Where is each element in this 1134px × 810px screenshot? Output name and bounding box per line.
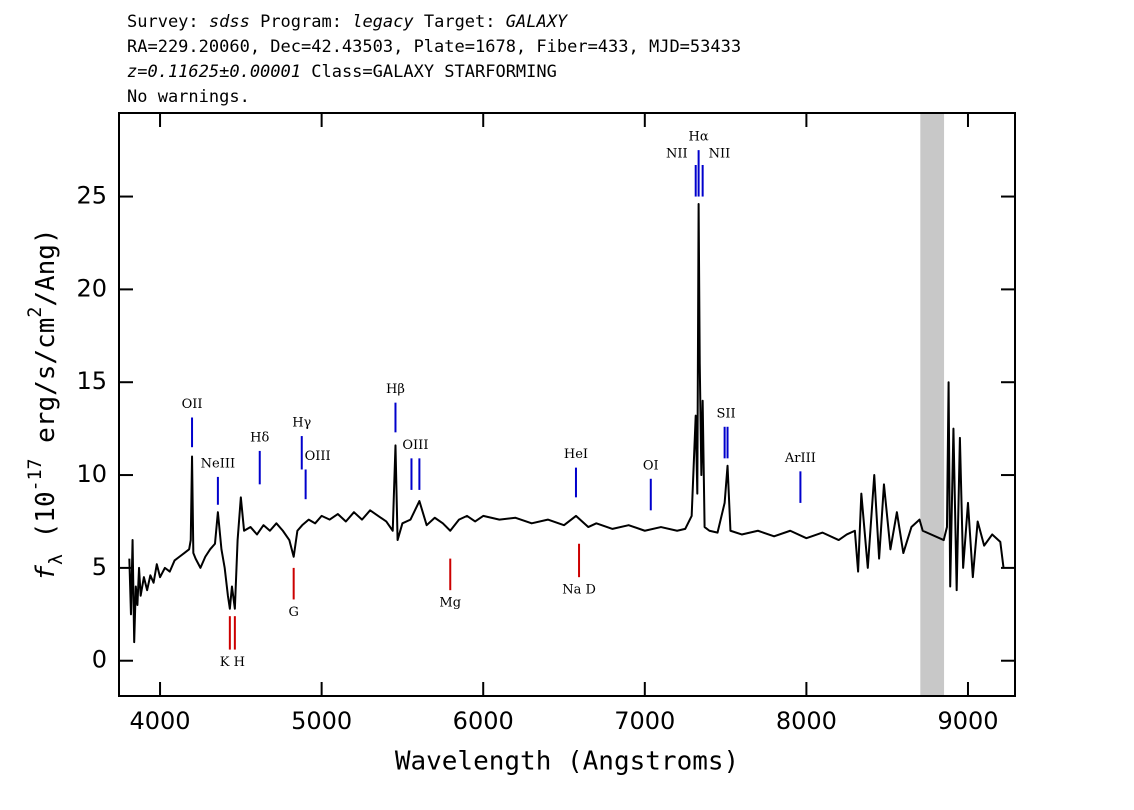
- x-tick-label: 8000: [776, 707, 837, 735]
- y-tick-label: 10: [76, 460, 107, 488]
- x-tick-label: 7000: [614, 707, 675, 735]
- line-label: Hα: [689, 130, 709, 145]
- line-label: Mg: [439, 596, 461, 611]
- line-label: NII: [666, 146, 688, 161]
- line-label: ArIII: [784, 451, 816, 466]
- line-label: Hβ: [386, 382, 405, 397]
- x-tick-label: 5000: [291, 707, 352, 735]
- x-tick-label: 6000: [453, 707, 514, 735]
- y-axis-label: fλ (10-17 erg/s/cm2/Ang): [25, 228, 67, 580]
- line-label: NeIII: [201, 456, 235, 471]
- plot-frame: [118, 112, 1016, 697]
- text-segment: (10: [31, 491, 61, 554]
- text-segment: z=0.11625±0.00001: [127, 62, 301, 82]
- line-label: SII: [716, 406, 735, 421]
- line-label: OIII: [402, 438, 428, 453]
- line-label: OIII: [305, 449, 331, 464]
- text-segment: f: [31, 565, 61, 581]
- text-segment: erg/s/cm: [31, 318, 61, 459]
- line-label: G: [288, 605, 298, 620]
- text-segment: Target:: [414, 12, 506, 32]
- line-label: K H: [220, 655, 245, 670]
- masked-region: [920, 113, 945, 696]
- line-label: Hγ: [292, 416, 311, 431]
- text-segment: Survey:: [127, 12, 209, 32]
- y-tick-label: 5: [92, 553, 107, 581]
- line-label: HeI: [564, 447, 588, 462]
- text-segment: RA=229.20060, Dec=42.43503, Plate=1678, …: [127, 37, 741, 57]
- text-segment: Class=GALAXY STARFORMING: [301, 62, 557, 82]
- line-label: OI: [643, 458, 659, 473]
- superscript: 2: [25, 307, 46, 318]
- x-tick-label: 9000: [937, 707, 998, 735]
- y-tick-label: 25: [76, 182, 107, 210]
- x-tick-label: 4000: [130, 707, 191, 735]
- title-line: z=0.11625±0.00001 Class=GALAXY STARFORMI…: [127, 62, 557, 82]
- title-line: No warnings.: [127, 87, 250, 107]
- line-label: OII: [182, 397, 203, 412]
- text-segment: GALAXY: [506, 12, 569, 32]
- text-segment: /Ang): [31, 228, 61, 306]
- title-line: Survey: sdss Program: legacy Target: GAL…: [127, 12, 569, 32]
- y-tick-label: 0: [92, 646, 107, 674]
- spectrum-line: [128, 202, 1005, 644]
- line-label: Hδ: [250, 430, 269, 445]
- text-segment: Program:: [250, 12, 352, 32]
- subscript: λ: [46, 554, 67, 565]
- line-label: NII: [709, 146, 731, 161]
- y-tick-label: 20: [76, 274, 107, 302]
- superscript: -17: [25, 459, 46, 492]
- text-segment: No warnings.: [127, 87, 250, 107]
- y-tick-label: 15: [76, 367, 107, 395]
- text-segment: sdss: [209, 12, 250, 32]
- title-line: RA=229.20060, Dec=42.43503, Plate=1678, …: [127, 37, 741, 57]
- x-axis-label: Wavelength (Angstroms): [395, 747, 739, 777]
- line-label: Na D: [562, 583, 596, 598]
- text-segment: legacy: [352, 12, 414, 32]
